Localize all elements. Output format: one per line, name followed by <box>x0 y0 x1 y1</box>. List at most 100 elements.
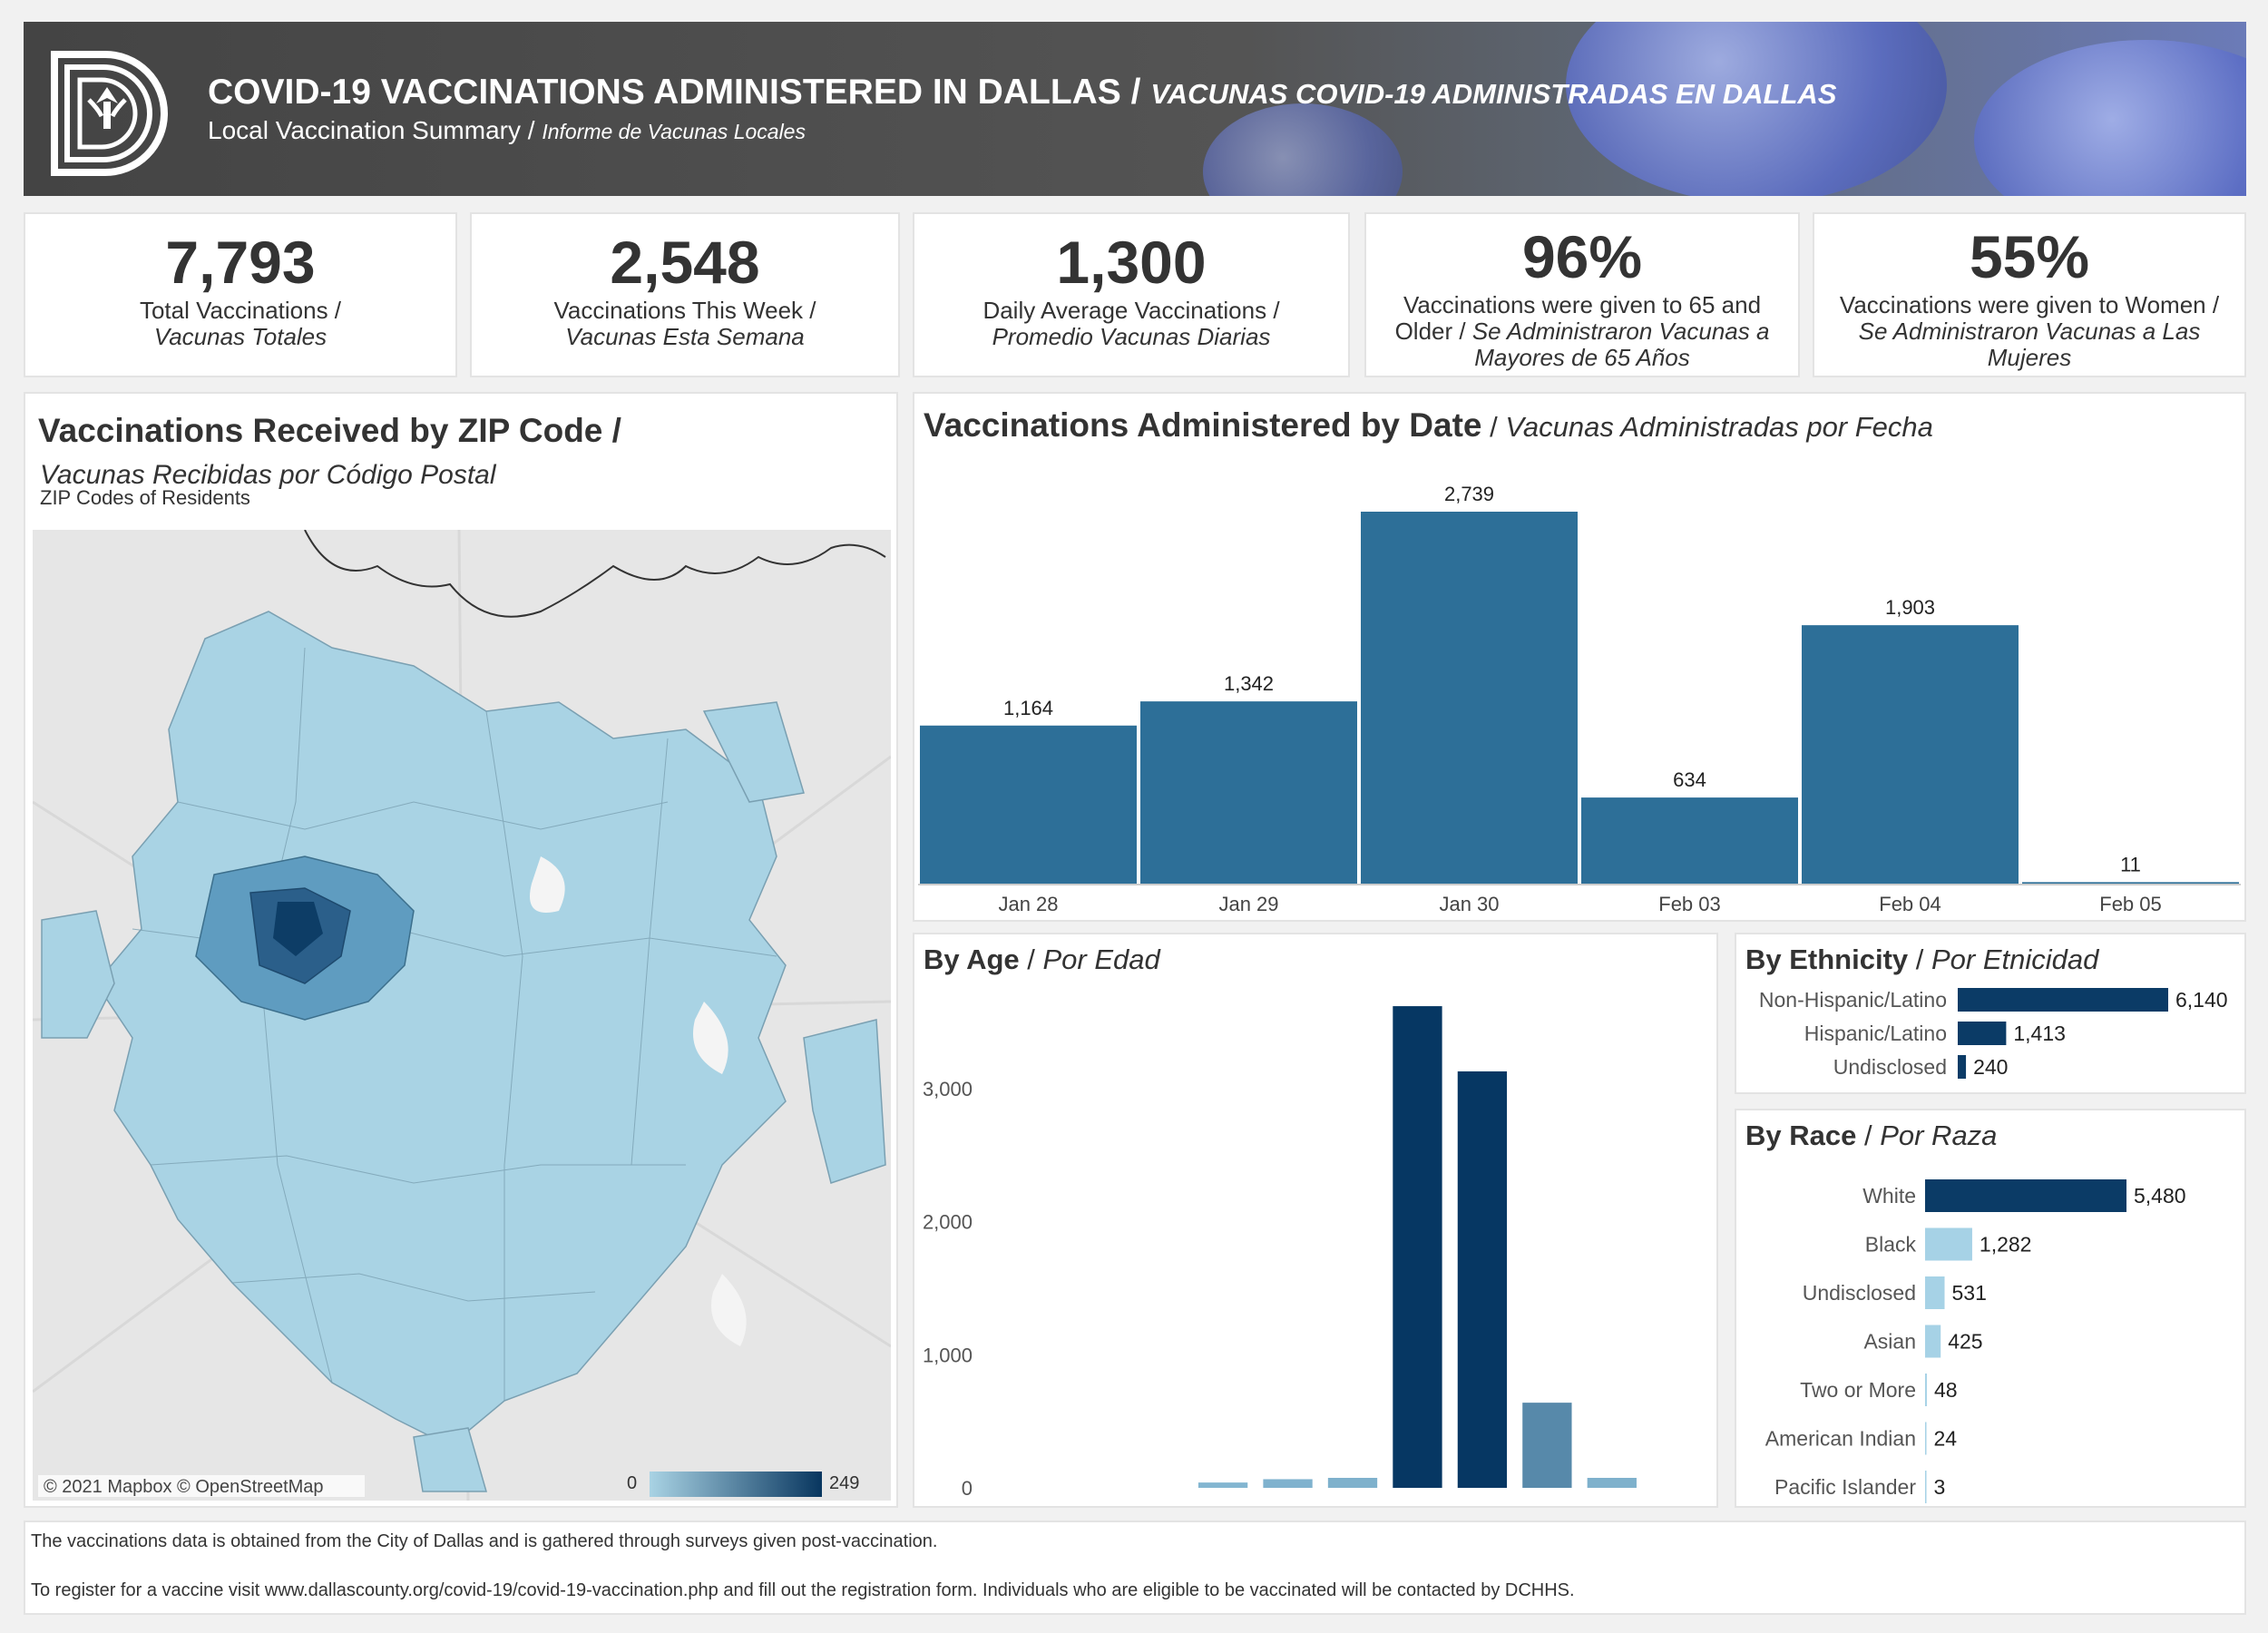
virus-image <box>1974 40 2246 196</box>
by-race-chart[interactable]: White 5,480 Black 1,282 Undisclosed 531 Asian 4… <box>1736 1169 2244 1506</box>
by-race-title: By Race / Por Raza <box>1745 1120 1998 1151</box>
date-bar <box>920 725 1137 884</box>
kpi-total: 7,793 Total Vaccinations / Vacunas Totale… <box>24 212 457 377</box>
date-bar <box>1581 797 1798 884</box>
hbar-value-label: 1,282 <box>1980 1233 2032 1257</box>
hbar <box>1925 1422 1927 1455</box>
hbar-value-label: 1,413 <box>2013 1022 2066 1045</box>
by-ethnicity-chart[interactable]: Non-Hispanic/Latino 6,140 Hispanic/Latino 1… <box>1736 985 2244 1092</box>
category-label: American Indian <box>1765 1427 1916 1451</box>
hbar <box>1958 988 2168 1012</box>
date-bar-label: 11 <box>2120 853 2141 875</box>
footer-notes: The vaccinations data is obtained from t… <box>24 1521 2246 1615</box>
hbar-value-label: 3 <box>1934 1475 1946 1499</box>
footer-registration-info: To register for a vaccine visit www.dall… <box>31 1580 1575 1600</box>
hbar-value-label: 24 <box>1934 1427 1958 1451</box>
category-label: Pacific Islander <box>1774 1475 1916 1499</box>
virus-image <box>1203 103 1403 196</box>
age-bar <box>1327 1478 1378 1488</box>
kpi-label: Vaccinations This Week / Vacunas Esta Sem… <box>553 297 816 350</box>
date-axis-label: Feb 03 <box>1658 893 1721 915</box>
age-y-tick-label: 0 <box>962 1477 973 1500</box>
lake <box>530 856 565 913</box>
kpi-label: Vaccinations were given to 65 and Older … <box>1394 291 1770 371</box>
page-title-es: VACUNAS COVID-19 ADMINISTRADAS EN DALLAS <box>1150 78 1837 110</box>
map-attribution[interactable]: © 2021 Mapbox © OpenStreetMap <box>44 1477 324 1497</box>
by-ethnicity-panel: By Ethnicity / Por Etnicidad Non-Hispani… <box>1735 933 2246 1094</box>
age-y-tick-label: 1,000 <box>923 1344 973 1366</box>
by-age-chart[interactable]: 01,0002,0003,0000-910-1920-2930-3940-495… <box>914 989 1716 1506</box>
category-label: Undisclosed <box>1833 1055 1947 1079</box>
age-y-tick-label: 3,000 <box>923 1078 973 1100</box>
kpi-this-week: 2,548 Vaccinations This Week / Vacunas Es… <box>470 212 900 377</box>
kpi-value: 55% <box>1969 223 2090 290</box>
by-date-title: Vaccinations Administered by Date / Vacu… <box>924 406 1933 444</box>
dashboard-header: COVID-19 VACCINATIONS ADMINISTERED IN DA… <box>24 22 2246 196</box>
map-title-es: Vacunas Recibidas por Código Postal <box>40 460 496 490</box>
date-bar <box>1140 701 1357 884</box>
date-bar-label: 2,739 <box>1444 483 1494 505</box>
age-bar <box>1393 1006 1442 1488</box>
category-label: Non-Hispanic/Latino <box>1759 988 1947 1012</box>
page-subtitle-es: Informe de Vacunas Locales <box>542 120 806 143</box>
by-age-title: By Age / Por Edad <box>924 944 1160 975</box>
virus-image <box>1566 22 1947 196</box>
hbar-value-label: 48 <box>1934 1378 1958 1402</box>
date-bar <box>2022 882 2239 884</box>
zip-code-map[interactable]: 0 249 © 2021 Mapbox © OpenStreetMap <box>33 530 891 1501</box>
kpi-label: Total Vaccinations / Vacunas Totales <box>139 297 342 350</box>
category-label: White <box>1862 1184 1916 1208</box>
map-legend-max: 249 <box>829 1473 859 1493</box>
date-axis-label: Jan 30 <box>1439 893 1499 915</box>
kpi-65-and-older: 96% Vaccinations were given to 65 and Ol… <box>1364 212 1800 377</box>
zip-region-east <box>803 1019 886 1184</box>
date-bar <box>1802 625 2019 884</box>
kpi-label: Daily Average Vaccinations / Promedio Vac… <box>982 297 1280 350</box>
date-axis-label: Feb 05 <box>2099 893 2162 915</box>
hbar <box>1925 1374 1927 1406</box>
category-label: Two or More <box>1800 1378 1916 1402</box>
hbar <box>1925 1179 2126 1212</box>
category-label: Asian <box>1863 1330 1916 1354</box>
hbar-value-label: 531 <box>1952 1281 1987 1305</box>
hbar <box>1925 1227 1972 1261</box>
date-bar-label: 634 <box>1673 768 1706 791</box>
category-label: Hispanic/Latino <box>1804 1022 1947 1045</box>
kpi-women: 55% Vaccinations were given to Women / S… <box>1813 212 2246 377</box>
kpi-value: 7,793 <box>165 229 316 296</box>
page-title: COVID-19 VACCINATIONS ADMINISTERED IN DA… <box>208 73 1837 112</box>
date-axis-label: Jan 28 <box>998 893 1058 915</box>
map-title: Vaccinations Received by ZIP Code / <box>38 412 621 449</box>
date-bar-label: 1,164 <box>1003 697 1053 719</box>
hbar-value-label: 240 <box>1973 1055 2008 1079</box>
zip-map-panel: Vaccinations Received by ZIP Code / Vacu… <box>24 392 898 1508</box>
hbar-value-label: 6,140 <box>2175 988 2228 1012</box>
zip-region-south <box>413 1427 487 1492</box>
by-date-chart[interactable]: 1,164 Jan 28 1,342 Jan 29 2,739 Jan 30 634 Feb … <box>914 457 2244 920</box>
category-label: Undisclosed <box>1803 1281 1916 1305</box>
page-subtitle: Local Vaccination Summary / Informe de V… <box>208 116 806 144</box>
by-age-panel: By Age / Por Edad 01,0002,0003,0000-910-… <box>913 933 1718 1508</box>
county-border-line <box>304 530 886 618</box>
kpi-value: 96% <box>1521 223 1643 290</box>
date-bar-label: 1,342 <box>1224 672 1274 695</box>
kpi-value: 2,548 <box>610 229 760 296</box>
age-bar <box>1198 1482 1248 1488</box>
hbar-value-label: 5,480 <box>2134 1184 2186 1208</box>
dallas-logo-icon <box>51 51 168 176</box>
age-bar <box>1263 1479 1313 1488</box>
hbar <box>1958 1022 2007 1045</box>
age-bar <box>1587 1478 1637 1488</box>
age-bar <box>1522 1403 1572 1488</box>
map-legend-min: 0 <box>627 1473 637 1493</box>
map-subtitle: ZIP Codes of Residents <box>40 486 250 509</box>
by-race-panel: By Race / Por Raza White 5,480 Black 1,282 U… <box>1735 1109 2246 1508</box>
hbar <box>1925 1276 1945 1309</box>
kpi-value: 1,300 <box>1056 229 1207 296</box>
by-date-panel: Vaccinations Administered by Date / Vacu… <box>913 392 2246 922</box>
category-label: Black <box>1865 1233 1917 1257</box>
date-bar <box>1361 512 1578 884</box>
zip-region-outer <box>95 611 787 1447</box>
kpi-daily-average: 1,300 Daily Average Vaccinations / Promed… <box>913 212 1350 377</box>
lake <box>693 1002 728 1074</box>
